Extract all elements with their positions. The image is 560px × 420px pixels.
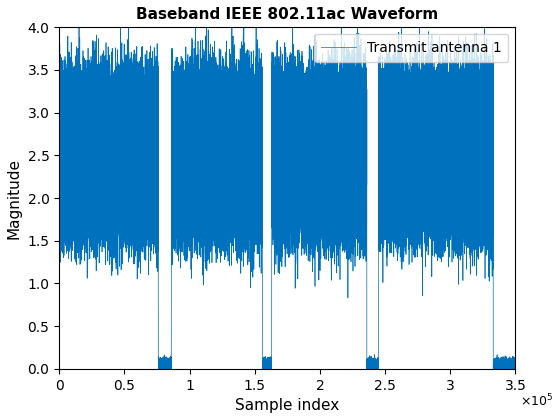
Transmit antenna 1 xyxy=(354,4,361,9)
Legend: Transmit antenna 1: Transmit antenna 1 xyxy=(314,34,508,62)
Y-axis label: Magnitude: Magnitude xyxy=(7,158,22,239)
Transmit antenna 1 xyxy=(512,361,519,366)
X-axis label: Sample index: Sample index xyxy=(235,398,339,413)
Transmit antenna 1 xyxy=(500,363,506,368)
Transmit antenna 1 xyxy=(506,366,513,371)
Title: Baseband IEEE 802.11ac Waveform: Baseband IEEE 802.11ac Waveform xyxy=(136,7,438,22)
Transmit antenna 1 xyxy=(140,168,147,173)
Text: $\times 10^5$: $\times 10^5$ xyxy=(520,393,553,409)
Transmit antenna 1 xyxy=(153,131,160,136)
Transmit antenna 1 xyxy=(208,158,214,163)
Transmit antenna 1 xyxy=(242,144,249,149)
Transmit antenna 1 xyxy=(56,203,63,208)
Line: Transmit antenna 1: Transmit antenna 1 xyxy=(59,7,515,369)
Transmit antenna 1 xyxy=(94,131,100,136)
